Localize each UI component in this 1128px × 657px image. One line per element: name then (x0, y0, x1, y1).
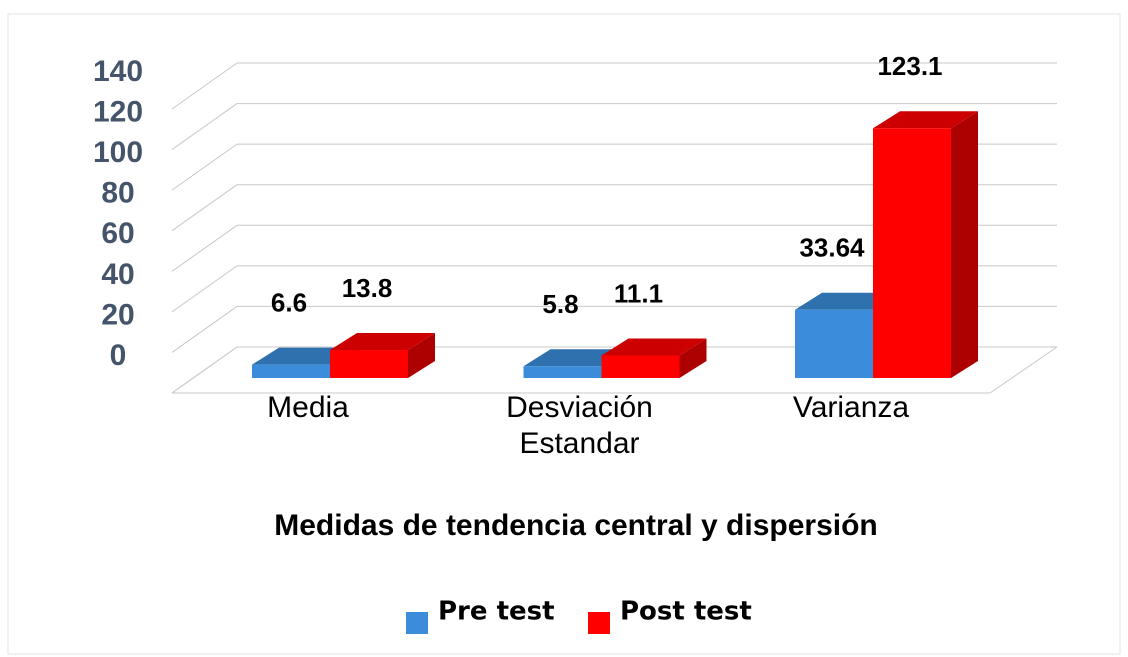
y-tick-label: 140 (93, 55, 143, 88)
data-label: 11.1 (614, 278, 663, 308)
bar (330, 333, 435, 378)
y-tick-label: 100 (93, 136, 143, 169)
bar-top (601, 338, 707, 356)
bar-side (408, 333, 435, 378)
bar-top (330, 333, 435, 351)
legend-label: Post test (620, 597, 752, 627)
y-tick-label: 20 (101, 298, 134, 331)
y-tick-label: 40 (101, 258, 134, 291)
bar (601, 338, 707, 378)
bar-side (951, 111, 978, 378)
bar-front (601, 355, 680, 378)
x-tick-label-box: Media (267, 391, 349, 424)
x-tick-label-box: Varianza (792, 391, 910, 424)
data-label: 6.6 (271, 287, 307, 317)
bar-front (252, 364, 330, 378)
data-label: 13.8 (342, 273, 393, 303)
legend-swatch (588, 612, 610, 634)
legend-label: Pre test (438, 597, 555, 627)
grid-line-side (171, 346, 238, 394)
y-tick-label: 0 (110, 339, 127, 372)
grid-line-side (171, 184, 238, 232)
grid-line-side (171, 224, 238, 272)
data-label: 33.64 (799, 233, 865, 263)
grid-line-side (171, 103, 238, 150)
y-tick-label: 80 (101, 177, 134, 210)
y-tick-label: 60 (101, 217, 134, 250)
y-tick-label: 120 (93, 95, 143, 128)
grid-line-side (171, 143, 238, 191)
bar-top (873, 111, 978, 129)
bar-side (679, 338, 707, 378)
bar-front (330, 350, 408, 378)
bar-front (873, 128, 951, 378)
legend-swatch (406, 612, 428, 634)
floor-right (989, 346, 1058, 394)
x-tick-label: Media (267, 391, 349, 424)
grid-line-side (171, 306, 238, 353)
grid-line-side (171, 62, 238, 110)
x-tick-label: Varianza (792, 391, 910, 424)
x-tick-label: Desviación Estandar (506, 391, 653, 460)
bar (873, 111, 978, 378)
data-label: 5.8 (542, 289, 578, 319)
bar-front (523, 366, 602, 378)
grid-line-side (171, 265, 238, 313)
data-label: 123.1 (877, 51, 942, 81)
chart-title: Medidas de tendencia central y dispersió… (274, 509, 878, 542)
x-tick-label-box: Desviación Estandar (506, 391, 653, 460)
bar-front (795, 309, 873, 378)
